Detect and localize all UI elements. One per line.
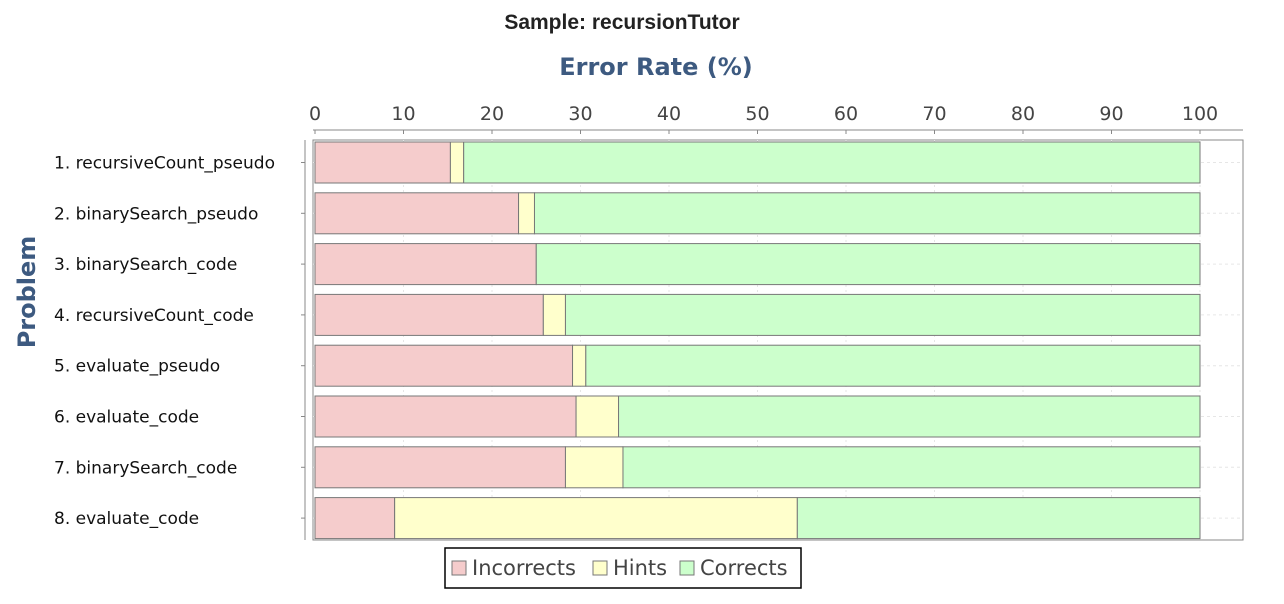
category-label: 6. evaluate_code [54, 408, 199, 428]
x-tick-label: 40 [657, 103, 681, 125]
legend-swatch [679, 560, 695, 576]
category-label: 3. binarySearch_code [54, 255, 237, 275]
bar-corrects [618, 395, 1201, 438]
bar-hints [518, 192, 535, 235]
bar-corrects [622, 446, 1201, 489]
bar-corrects [533, 192, 1201, 235]
category-label: 1. recursiveCount_pseudo [54, 154, 275, 174]
bar-incorrects [314, 141, 451, 184]
bar-incorrects [314, 293, 544, 336]
y-axis: 1. recursiveCount_pseudo 2. binarySearch_… [54, 140, 306, 540]
category-label: 8. evaluate_code [54, 509, 199, 529]
bar-incorrects [314, 497, 396, 540]
bar-hints [449, 141, 465, 184]
bar-corrects [564, 293, 1201, 336]
x-tick-label: 90 [1099, 103, 1123, 125]
bar-corrects [796, 497, 1201, 540]
x-axis-label: Error Rate (%) [559, 53, 753, 81]
x-tick-label: 30 [568, 103, 592, 125]
bar-hints [542, 293, 566, 336]
x-tick-label: 70 [922, 103, 946, 125]
x-tick-label: 50 [745, 103, 769, 125]
legend-box [444, 547, 802, 589]
category-label: 4. recursiveCount_code [54, 306, 254, 326]
x-tick-label: 100 [1182, 103, 1218, 125]
bar-hints [572, 344, 587, 387]
bar-incorrects [314, 395, 577, 438]
x-axis: 0 10 20 30 40 50 60 70 80 90 100 [309, 103, 1243, 134]
y-axis-label: Problem [13, 236, 41, 349]
x-tick-label: 60 [834, 103, 858, 125]
x-tick-label: 20 [480, 103, 504, 125]
bar-incorrects [314, 192, 520, 235]
chart-title: Sample: recursionTutor [504, 11, 739, 34]
bar-hints [575, 395, 620, 438]
legend: Incorrects Hints Corrects [444, 547, 802, 589]
bar-corrects [585, 344, 1201, 387]
bar-hints [564, 446, 624, 489]
category-label: 2. binarySearch_pseudo [54, 204, 258, 224]
bars [314, 141, 1201, 540]
x-tick-label: 80 [1011, 103, 1035, 125]
category-label: 7. binarySearch_code [54, 458, 237, 478]
legend-label: Corrects [700, 556, 788, 580]
legend-swatch [592, 560, 608, 576]
bar-corrects [535, 243, 1201, 286]
category-label: 5. evaluate_pseudo [54, 357, 220, 377]
bar-incorrects [314, 243, 537, 286]
x-tick-label: 0 [309, 103, 321, 125]
x-tick-label: 10 [391, 103, 415, 125]
bar-corrects [463, 141, 1201, 184]
bar-incorrects [314, 344, 574, 387]
legend-label: Hints [613, 556, 667, 580]
bar-incorrects [314, 446, 566, 489]
bar-hints [394, 497, 798, 540]
legend-label: Incorrects [472, 556, 576, 580]
legend-swatch [451, 560, 467, 576]
